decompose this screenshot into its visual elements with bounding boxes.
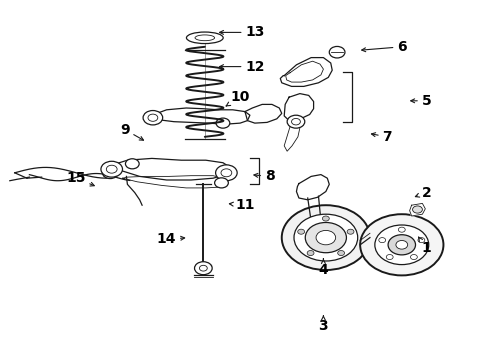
- Polygon shape: [152, 108, 250, 124]
- Text: 13: 13: [220, 26, 265, 39]
- Circle shape: [418, 238, 425, 243]
- Text: 8: 8: [254, 170, 274, 183]
- Circle shape: [305, 222, 346, 253]
- Text: 6: 6: [362, 40, 407, 54]
- Text: 12: 12: [220, 60, 265, 73]
- Polygon shape: [284, 94, 314, 121]
- Circle shape: [216, 165, 237, 181]
- Circle shape: [375, 225, 429, 265]
- Circle shape: [411, 255, 417, 260]
- Circle shape: [396, 240, 408, 249]
- Circle shape: [316, 230, 336, 245]
- Circle shape: [215, 178, 228, 188]
- Circle shape: [379, 238, 386, 243]
- Text: 14: 14: [157, 233, 185, 246]
- Circle shape: [102, 167, 118, 179]
- Circle shape: [101, 161, 122, 177]
- Circle shape: [294, 214, 358, 261]
- Circle shape: [398, 227, 405, 232]
- Polygon shape: [284, 122, 300, 151]
- Text: 1: 1: [418, 237, 431, 255]
- Circle shape: [388, 235, 416, 255]
- Circle shape: [360, 214, 443, 275]
- Circle shape: [216, 118, 230, 128]
- Circle shape: [347, 229, 354, 234]
- Polygon shape: [245, 104, 282, 123]
- Text: 3: 3: [318, 316, 328, 333]
- Circle shape: [143, 111, 163, 125]
- Text: 2: 2: [416, 186, 431, 199]
- Text: 15: 15: [66, 171, 94, 186]
- Circle shape: [282, 205, 370, 270]
- Polygon shape: [410, 203, 425, 216]
- Circle shape: [287, 115, 305, 128]
- Polygon shape: [296, 175, 329, 200]
- Circle shape: [322, 216, 329, 221]
- Text: 9: 9: [120, 123, 144, 140]
- Text: 4: 4: [318, 259, 328, 277]
- Circle shape: [298, 229, 305, 234]
- Text: 7: 7: [371, 130, 392, 144]
- Circle shape: [338, 251, 344, 256]
- Circle shape: [125, 159, 139, 169]
- Text: 11: 11: [229, 198, 255, 212]
- Circle shape: [413, 206, 422, 213]
- Circle shape: [386, 255, 393, 260]
- Polygon shape: [110, 158, 230, 180]
- Circle shape: [307, 251, 314, 256]
- Circle shape: [329, 46, 345, 58]
- Polygon shape: [280, 58, 332, 86]
- Text: 10: 10: [226, 90, 250, 106]
- Circle shape: [195, 262, 212, 275]
- Text: 5: 5: [411, 94, 431, 108]
- Ellipse shape: [186, 32, 223, 44]
